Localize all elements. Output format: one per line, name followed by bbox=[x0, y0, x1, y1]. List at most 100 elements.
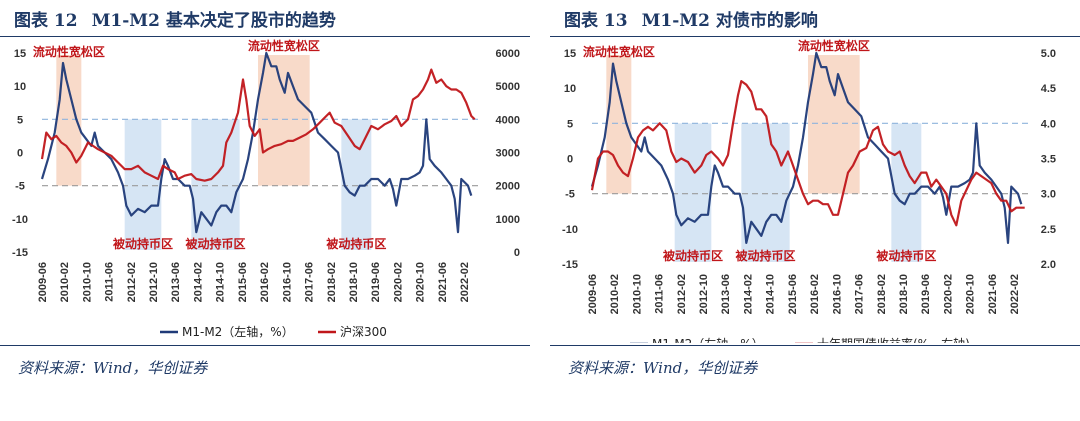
y-left-tick-label: -10 bbox=[12, 214, 28, 226]
y-right-tick-label: 3000 bbox=[496, 148, 520, 160]
x-tick-label: 2013-06 bbox=[720, 274, 732, 314]
zone-label: 被动持币区 bbox=[185, 236, 245, 251]
y-left-tick-label: 5 bbox=[567, 118, 573, 130]
x-tick-label: 2014-02 bbox=[192, 262, 204, 302]
zone-label: 被动持币区 bbox=[663, 248, 723, 263]
source-note: 资料来源：Wind，华创证券 bbox=[568, 359, 758, 377]
title-rule bbox=[550, 36, 1080, 37]
passive-zone bbox=[674, 123, 712, 262]
y-left-tick-label: 0 bbox=[17, 148, 23, 160]
figure-title-text: M1-M2 对债市的影响 bbox=[641, 11, 818, 31]
x-tick-label: 2020-10 bbox=[415, 262, 427, 302]
bottom-rule bbox=[550, 345, 1080, 346]
x-tick-label: 2014-10 bbox=[215, 262, 227, 302]
x-tick-label: 2011-06 bbox=[654, 274, 666, 314]
x-tick-label: 2021-06 bbox=[987, 274, 999, 314]
x-tick-label: 2022-02 bbox=[459, 262, 471, 302]
y-right-tick-label: 5000 bbox=[496, 81, 520, 93]
x-tick-label: 2016-10 bbox=[281, 262, 293, 302]
figure-12-panel: 图表 12 M1-M2 基本决定了股市的趋势 15 10 5 0 -5 -10 -15 6000… bbox=[0, 0, 530, 421]
figure-13-panel: 图表 13 M1-M2 对债市的影响 15 10 5 0 -5 -10 -15 5.0 4.5 4.… bbox=[550, 0, 1080, 421]
y-right-tick-label: 2000 bbox=[496, 181, 520, 193]
x-tick-label: 2020-02 bbox=[392, 262, 404, 302]
figure-label: 图表 13 bbox=[564, 11, 628, 31]
figure-label: 图表 12 bbox=[14, 11, 78, 31]
legend-label: 沪深300 bbox=[340, 325, 387, 339]
zone-label: 被动持币区 bbox=[113, 236, 173, 251]
right-axis-line bbox=[590, 80, 1025, 227]
legend-label: M1-M2（左轴，%） bbox=[652, 336, 764, 343]
x-tick-label: 2020-10 bbox=[965, 274, 977, 314]
x-tick-label: 2012-02 bbox=[676, 274, 688, 314]
x-tick-label: 2018-02 bbox=[876, 274, 888, 314]
x-tick-label: 2019-06 bbox=[370, 262, 382, 302]
y-left-tick-label: -5 bbox=[15, 181, 25, 193]
x-tick-label: 2017-06 bbox=[854, 274, 866, 314]
y-right-tick-label: 3.5 bbox=[1041, 154, 1056, 166]
zone-label: 流动性宽松区 bbox=[248, 38, 320, 53]
y-right-tick-label: 3.0 bbox=[1041, 189, 1056, 201]
y-right-tick-label: 4000 bbox=[496, 114, 520, 126]
x-tick-label: 2010-10 bbox=[81, 262, 93, 302]
y-left-tick-label: 5 bbox=[17, 114, 23, 126]
x-tick-label: 2017-06 bbox=[304, 262, 316, 302]
stock-trend-chart: 15 10 5 0 -5 -10 -15 6000 5000 4000 3000 2000 1000 0 2… bbox=[12, 38, 520, 339]
title-rule bbox=[0, 36, 530, 37]
passive-zone bbox=[191, 119, 240, 250]
y-right-tick-label: 2.5 bbox=[1041, 224, 1056, 236]
x-tick-label: 2018-10 bbox=[348, 262, 360, 302]
x-tick-label: 2009-06 bbox=[37, 262, 49, 302]
legend-label: 十年期国债收益率(%，右轴) bbox=[817, 336, 970, 343]
passive-zone bbox=[741, 123, 790, 262]
y-left-tick-label: 15 bbox=[564, 48, 576, 60]
x-tick-label: 2016-02 bbox=[259, 262, 271, 302]
x-tick-label: 2015-06 bbox=[237, 262, 249, 302]
x-tick-label: 2020-02 bbox=[942, 274, 954, 314]
x-tick-label: 2014-02 bbox=[742, 274, 754, 314]
x-tick-label: 2021-06 bbox=[437, 262, 449, 302]
x-tick-label: 2015-06 bbox=[787, 274, 799, 314]
y-right-tick-label: 5.0 bbox=[1041, 48, 1056, 60]
y-left-tick-label: -10 bbox=[562, 224, 578, 236]
x-tick-label: 2018-10 bbox=[898, 274, 910, 314]
loose-zone bbox=[258, 55, 310, 186]
x-tick-label: 2010-02 bbox=[609, 274, 621, 314]
x-tick-label: 2019-06 bbox=[920, 274, 932, 314]
figure-title-text: M1-M2 基本决定了股市的趋势 bbox=[91, 11, 336, 31]
loose-zone bbox=[808, 55, 860, 194]
y-left-tick-label: -5 bbox=[565, 189, 575, 201]
x-tick-label: 2016-02 bbox=[809, 274, 821, 314]
m1-m2-line bbox=[40, 51, 473, 234]
y-right-tick-label: 2.0 bbox=[1041, 259, 1056, 271]
figure-title: 图表 13 M1-M2 对债市的影响 bbox=[564, 6, 832, 31]
zone-label: 流动性宽松区 bbox=[33, 44, 105, 59]
source-note: 资料来源：Wind，华创证券 bbox=[18, 359, 208, 377]
y-right-tick-label: 4.5 bbox=[1041, 83, 1056, 95]
bottom-rule bbox=[0, 345, 530, 346]
right-axis-line bbox=[40, 68, 476, 182]
zone-label: 被动持币区 bbox=[735, 248, 795, 263]
y-left-tick-label: 15 bbox=[14, 48, 26, 60]
y-left-tick-label: 10 bbox=[564, 83, 576, 95]
x-tick-label: 2011-06 bbox=[104, 262, 116, 302]
x-tick-label: 2013-06 bbox=[170, 262, 182, 302]
x-tick-label: 2010-02 bbox=[59, 262, 71, 302]
passive-zone bbox=[124, 119, 162, 250]
zone-label: 被动持币区 bbox=[326, 236, 386, 251]
y-left-tick-label: 0 bbox=[567, 154, 573, 166]
y-right-tick-label: 1000 bbox=[496, 214, 520, 226]
y-right-tick-label: 6000 bbox=[496, 48, 520, 60]
figure-title: 图表 12 M1-M2 基本决定了股市的趋势 bbox=[14, 6, 350, 31]
x-tick-label: 2012-10 bbox=[698, 274, 710, 314]
x-tick-label: 2016-10 bbox=[831, 274, 843, 314]
y-left-tick-label: -15 bbox=[562, 259, 578, 271]
x-tick-label: 2012-10 bbox=[148, 262, 160, 302]
legend-label: M1-M2（左轴，%） bbox=[182, 324, 294, 339]
zone-label: 流动性宽松区 bbox=[583, 44, 655, 59]
x-tick-label: 2012-02 bbox=[126, 262, 138, 302]
x-tick-label: 2018-02 bbox=[326, 262, 338, 302]
y-right-tick-label: 0 bbox=[514, 247, 520, 259]
bond-market-chart: 15 10 5 0 -5 -10 -15 5.0 4.5 4.0 3.5 3.0 2.5 2.0 2009-… bbox=[562, 38, 1056, 343]
m1-m2-line bbox=[590, 51, 1023, 244]
y-left-tick-label: 10 bbox=[14, 81, 26, 93]
